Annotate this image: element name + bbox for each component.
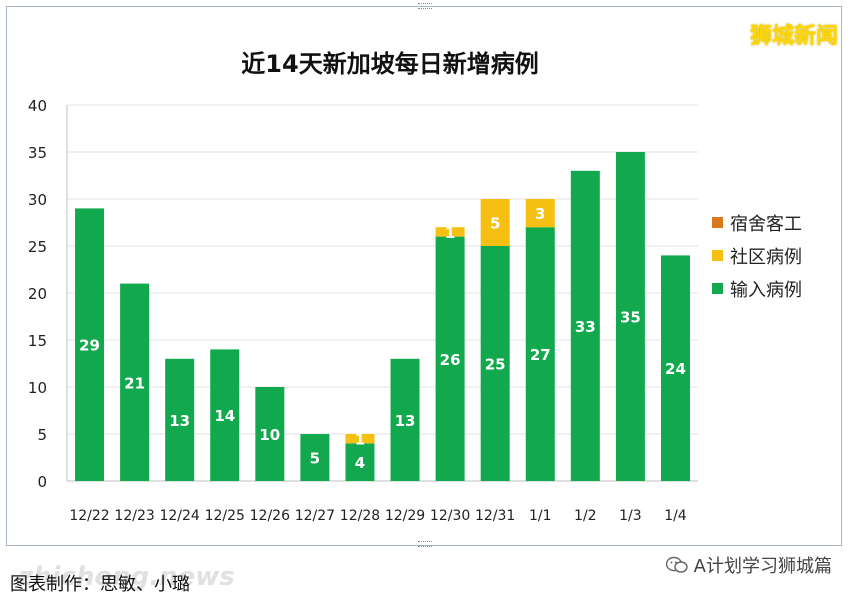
- bar-imported: [660, 255, 690, 481]
- bar-imported: [390, 358, 420, 481]
- wechat-icon: [665, 556, 688, 574]
- data-label: 5: [310, 450, 320, 468]
- y-tick-label: 35: [28, 144, 47, 162]
- data-label: 1: [445, 224, 455, 242]
- x-tick-label: 12/27: [295, 508, 335, 524]
- data-label: 3: [535, 205, 545, 223]
- bar-imported: [345, 443, 375, 481]
- x-tick-label: 1/1: [529, 508, 552, 524]
- bar-imported: [300, 434, 330, 481]
- data-label: 10: [259, 426, 280, 444]
- watermark-text: zhicheng.news: [18, 562, 235, 592]
- bar-imported: [75, 208, 105, 481]
- bar-community: [480, 199, 510, 246]
- brand-logo: 狮城新闻: [749, 24, 838, 49]
- bar-imported: [525, 227, 555, 481]
- x-tick-label: 12/30: [430, 508, 470, 524]
- legend-item-imported: 输入病例: [712, 272, 802, 305]
- account-name: A计划学习狮城篇: [693, 556, 832, 577]
- legend: 宿舍客工 社区病例 输入病例: [712, 206, 802, 305]
- legend-swatch-imported: [712, 283, 723, 294]
- data-label: 13: [395, 412, 416, 430]
- data-label: 25: [485, 356, 506, 374]
- data-label: 14: [214, 407, 235, 425]
- y-tick-label: 10: [28, 379, 47, 397]
- data-label: 24: [665, 360, 686, 378]
- data-label: 13: [169, 412, 190, 430]
- data-label: 4: [355, 454, 365, 472]
- bar-imported: [435, 236, 465, 481]
- bar-imported: [255, 387, 285, 481]
- frame-handle-bottom[interactable]: [418, 541, 432, 547]
- data-label: 27: [530, 346, 551, 364]
- x-tick-label: 12/22: [69, 508, 109, 524]
- legend-swatch-dormitory: [712, 217, 723, 228]
- x-tick-label: 12/23: [114, 508, 154, 524]
- x-tick-label: 12/25: [205, 508, 245, 524]
- x-tick-label: 12/28: [340, 508, 380, 524]
- data-label: 1: [355, 431, 365, 449]
- x-tick-label: 12/24: [159, 508, 199, 524]
- legend-label-dormitory: 宿舍客工: [730, 213, 802, 235]
- chart-credit: 图表制作：思敏、小璐: [10, 574, 190, 595]
- y-tick-label: 15: [28, 332, 47, 350]
- data-label: 35: [620, 309, 641, 327]
- legend-label-community: 社区病例: [730, 246, 802, 268]
- bar-imported: [570, 170, 600, 482]
- bar-imported: [615, 152, 645, 481]
- y-tick-label: 40: [28, 97, 47, 115]
- bar-imported: [210, 349, 240, 481]
- y-tick-label: 0: [37, 473, 47, 491]
- bar-community: [435, 227, 465, 237]
- x-tick-label: 12/29: [385, 508, 425, 524]
- data-label: 29: [79, 337, 100, 355]
- bar-community: [345, 434, 375, 444]
- x-tick-label: 1/4: [664, 508, 687, 524]
- data-label: 33: [575, 318, 596, 336]
- legend-swatch-community: [712, 250, 723, 261]
- y-tick-label: 20: [28, 285, 47, 303]
- account-tag: A计划学习狮城篇: [665, 552, 832, 578]
- x-tick-label: 1/2: [574, 508, 597, 524]
- bar-imported: [120, 283, 150, 481]
- y-tick-label: 5: [37, 426, 47, 444]
- bar-imported: [480, 246, 510, 481]
- x-tick-label: 1/3: [619, 508, 642, 524]
- bar-imported: [165, 358, 195, 481]
- y-tick-label: 25: [28, 238, 47, 256]
- x-tick-label: 12/26: [250, 508, 290, 524]
- chart-title: 近14天新加坡每日新增病例: [241, 50, 539, 78]
- legend-label-imported: 输入病例: [730, 279, 802, 301]
- bar-community: [525, 199, 555, 228]
- legend-item-community: 社区病例: [712, 239, 802, 272]
- data-label: 26: [440, 351, 461, 369]
- data-label: 5: [490, 215, 500, 233]
- x-tick-label: 12/31: [475, 508, 515, 524]
- frame-handle-top[interactable]: [418, 3, 432, 9]
- data-label: 21: [124, 374, 145, 392]
- legend-item-dormitory: 宿舍客工: [712, 206, 802, 239]
- y-tick-label: 30: [28, 191, 47, 209]
